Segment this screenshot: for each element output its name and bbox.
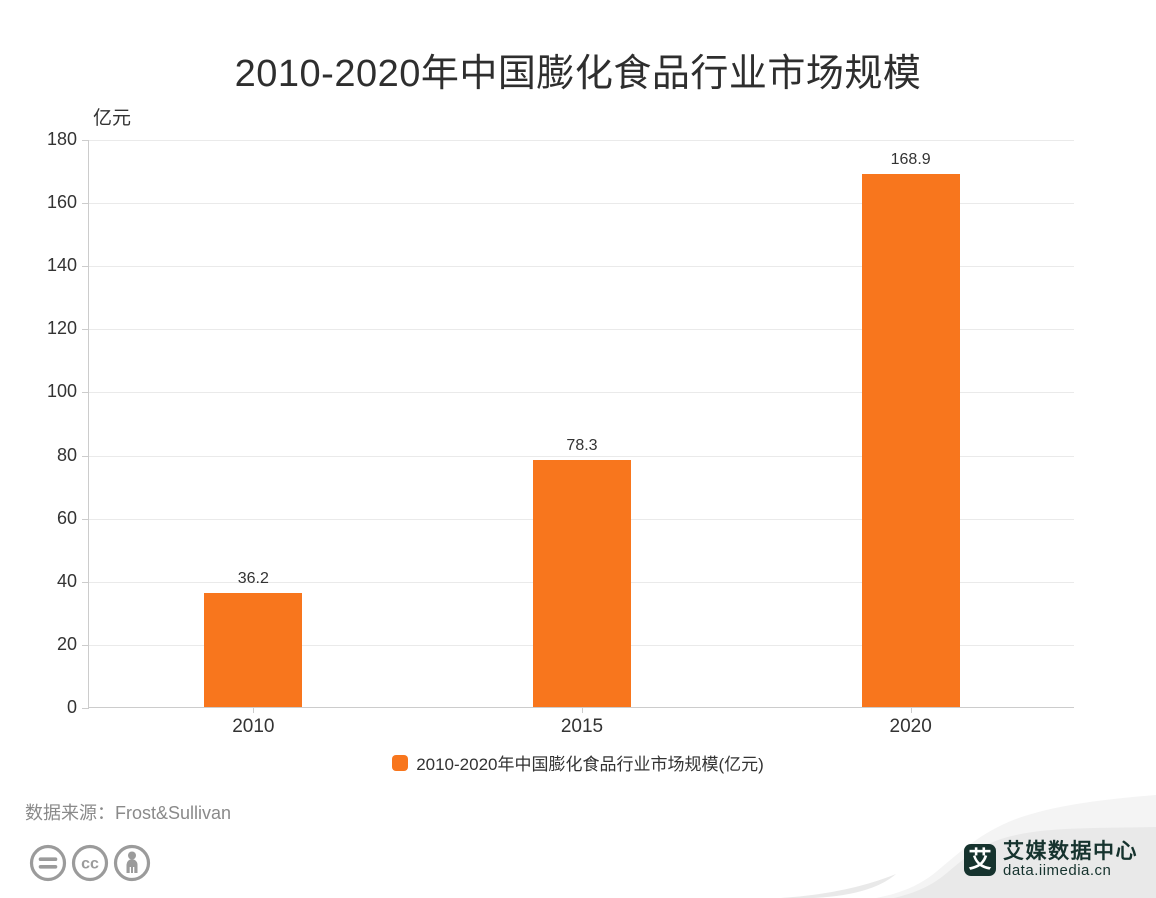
x-tick-label-2020: 2020 [889, 716, 932, 737]
cc-icon-text: cc [81, 856, 99, 873]
data-source-note: 数据来源：Frost&Sullivan [25, 803, 232, 823]
y-tick-mark [82, 581, 89, 583]
gridline-y-180 [89, 140, 1074, 141]
y-tick-label-120: 120 [46, 318, 77, 339]
y-tick-label-40: 40 [56, 570, 77, 591]
y-tick-label-180: 180 [46, 129, 77, 149]
y-tick-mark [82, 140, 89, 141]
y-tick-mark [82, 455, 89, 457]
gridline-y-160 [89, 203, 1074, 205]
bar-2020[interactable] [861, 174, 960, 707]
y-tick-label-20: 20 [56, 633, 77, 654]
brand-url: data.iimedia.cn [1003, 862, 1112, 880]
chart-title: 2010-2020年中国膨化食品行业市场规模 [234, 53, 922, 95]
legend-marker-icon [392, 754, 409, 771]
y-tick-label-100: 100 [46, 381, 77, 402]
y-tick-mark [82, 392, 89, 394]
gridline-y-80 [89, 455, 1074, 457]
y-tick-mark [82, 329, 89, 331]
x-tick-label-2010: 2010 [232, 716, 275, 737]
gridline-y-120 [89, 329, 1074, 331]
y-tick-mark [82, 518, 89, 520]
iimedia-logo-icon: 艾 [964, 843, 996, 876]
equals-icon[interactable] [29, 844, 67, 882]
y-tick-mark [82, 644, 89, 646]
cc-icon[interactable]: cc [71, 844, 109, 882]
y-tick-mark [82, 708, 89, 709]
x-tick-mark [582, 707, 583, 713]
x-tick-mark [253, 707, 255, 713]
brand-name: 艾媒数据中心 [1003, 840, 1138, 863]
x-tick-label-2015: 2015 [560, 716, 604, 737]
y-tick-label-0: 0 [66, 697, 77, 717]
y-tick-mark [82, 203, 89, 205]
y-tick-label-160: 160 [46, 192, 77, 213]
y-tick-label-60: 60 [56, 507, 77, 528]
legend-label: 2010-2020年中国膨化食品行业市场规模(亿元) [416, 755, 764, 774]
y-axis-unit-label: 亿元 [93, 108, 132, 129]
gridline-y-140 [89, 266, 1074, 268]
person-icon[interactable] [113, 844, 151, 882]
bar-2010[interactable] [204, 592, 303, 707]
bar-value-label-2010: 36.2 [237, 569, 269, 587]
bar-value-label-2020: 168.9 [890, 151, 931, 169]
license-icons[interactable]: cc [27, 842, 159, 884]
swoosh-decoration [781, 795, 1156, 898]
y-tick-label-80: 80 [56, 444, 77, 465]
y-tick-mark [82, 266, 89, 268]
plot-area: 0 20 40 60 80 100 120 140 160 180 36.2 2010 78.3 2015… [47, 129, 1074, 737]
bar-2015[interactable] [533, 459, 631, 707]
brand-block[interactable]: 艾 艾媒数据中心 data.iimedia.cn [964, 840, 1138, 880]
gridline-y-100 [89, 392, 1074, 394]
bar-value-label-2015: 78.3 [566, 436, 598, 454]
y-tick-label-140: 140 [46, 255, 77, 276]
x-tick-mark [910, 707, 912, 713]
legend[interactable]: 2010-2020年中国膨化食品行业市场规模(亿元) [0, 750, 1156, 775]
